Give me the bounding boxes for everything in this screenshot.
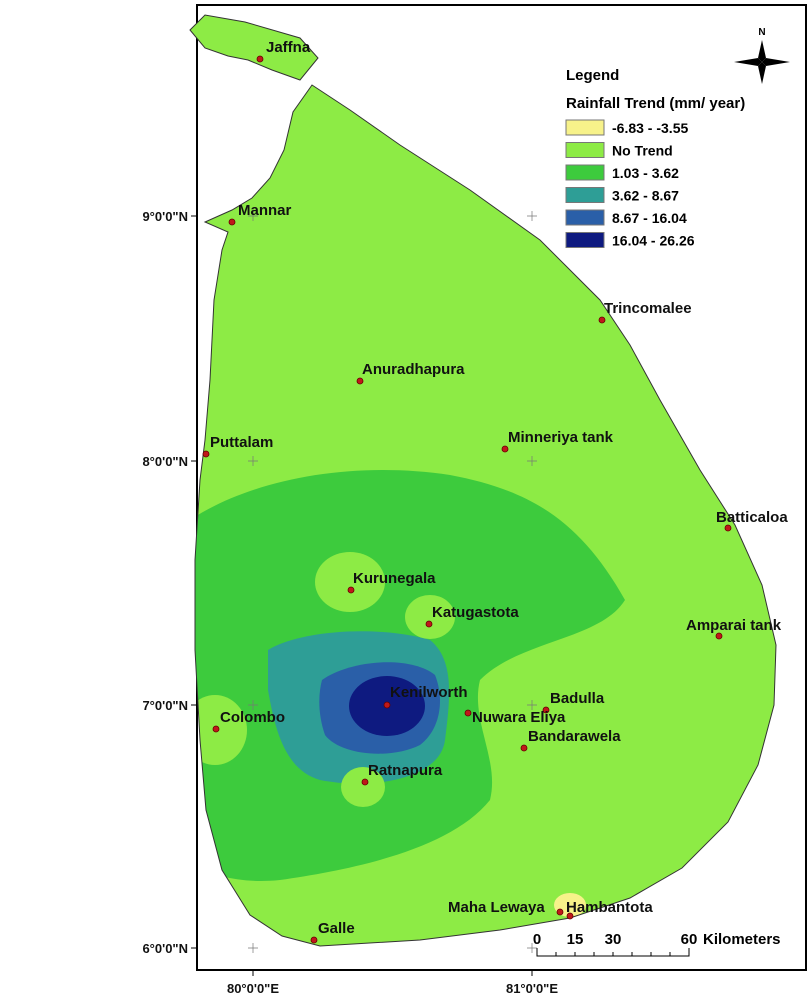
cities: Jaffna Mannar Trincomalee Anuradhapura Putta… xyxy=(202,39,788,944)
city-marker xyxy=(715,632,723,640)
city-label: Anuradhapura xyxy=(362,361,465,378)
city-label: Katugastota xyxy=(432,604,519,621)
city-label: Minneriya tank xyxy=(508,429,614,446)
lon-label: 80°0'0"E xyxy=(227,981,279,996)
graticule-cross xyxy=(248,211,258,221)
legend-title: Legend xyxy=(566,67,619,84)
city-marker xyxy=(347,586,355,594)
graticule-cross xyxy=(248,456,258,466)
legend-label: 8.67 - 16.04 xyxy=(612,210,687,226)
legend: -6.83 - -3.55 No Trend 1.03 - 3.62 3.62 - 8… xyxy=(565,119,695,249)
city-marker xyxy=(598,316,606,324)
legend-swatch xyxy=(565,142,605,158)
city-label: Batticaloa xyxy=(716,509,788,526)
lat-label: 9°0'0"N xyxy=(142,209,188,224)
no-trend-ratnapura xyxy=(341,767,385,807)
city-marker xyxy=(361,778,369,786)
city-marker xyxy=(383,701,391,709)
legend-swatch xyxy=(565,187,605,203)
city-label: Puttalam xyxy=(210,434,273,451)
legend-subtitle: Rainfall Trend (mm/ year) xyxy=(566,95,745,112)
city-label: Jaffna xyxy=(266,39,311,56)
legend-swatch xyxy=(565,119,605,136)
city-marker xyxy=(566,912,574,920)
legend-swatch xyxy=(565,209,605,226)
city-marker xyxy=(501,445,509,453)
legend-label: No Trend xyxy=(612,143,673,159)
city-label: Nuwara Eliya xyxy=(472,709,566,726)
city-label: Badulla xyxy=(550,690,605,707)
lat-label: 8°0'0"N xyxy=(142,454,188,469)
scale-tick-label: 15 xyxy=(567,931,584,948)
legend-label: 1.03 - 3.62 xyxy=(612,165,679,181)
graticule-cross xyxy=(527,700,537,710)
north-label: N xyxy=(758,27,765,38)
lat-label: 7°0'0"N xyxy=(142,698,188,713)
city-marker xyxy=(464,709,472,717)
graticule-cross xyxy=(527,211,537,221)
legend-swatch xyxy=(565,164,605,181)
graticule-cross xyxy=(527,943,537,953)
city-marker xyxy=(256,55,264,63)
city-label: Colombo xyxy=(220,709,285,726)
north-arrow-icon: N xyxy=(734,27,790,84)
city-marker xyxy=(212,725,220,733)
city-label: Ratnapura xyxy=(368,762,443,779)
city-label: Galle xyxy=(318,920,355,937)
scale-tick-label: 60 xyxy=(681,931,698,948)
no-trend-katugastota xyxy=(405,595,455,639)
city-marker xyxy=(542,706,550,714)
city-label: Trincomalee xyxy=(604,300,692,317)
city-label: Kenilworth xyxy=(390,684,468,701)
scale-unit: Kilometers xyxy=(703,931,781,948)
legend-label: -6.83 - -3.55 xyxy=(612,120,688,136)
legend-label: 3.62 - 8.67 xyxy=(612,188,679,204)
city-label: Kurunegala xyxy=(353,570,436,587)
graticule-cross xyxy=(527,456,537,466)
city-marker xyxy=(556,908,564,916)
city-label: Amparai tank xyxy=(686,617,782,634)
city-marker xyxy=(356,377,364,385)
city-label: Maha Lewaya xyxy=(448,899,545,916)
city-marker xyxy=(520,744,528,752)
legend-label: 16.04 - 26.26 xyxy=(612,233,695,249)
city-marker xyxy=(228,218,236,226)
lon-label: 81°0'0"E xyxy=(506,981,558,996)
scale-tick-label: 30 xyxy=(605,931,622,948)
scale-bar: 0 15 30 60 Kilometers xyxy=(533,931,781,957)
city-marker xyxy=(202,450,210,458)
city-label: Mannar xyxy=(238,202,292,219)
graticule-cross xyxy=(248,700,258,710)
city-label: Hambantota xyxy=(566,899,653,916)
city-marker xyxy=(425,620,433,628)
lat-label: 6°0'0"N xyxy=(142,941,188,956)
city-label: Bandarawela xyxy=(528,728,621,745)
graticule-cross xyxy=(248,943,258,953)
city-marker xyxy=(310,936,318,944)
graticule: 9°0'0"N 8°0'0"N 7°0'0"N 6°0'0"N 80°0'0"E 81°0… xyxy=(142,209,558,996)
city-marker xyxy=(724,524,732,532)
legend-swatch xyxy=(565,232,605,248)
no-trend-kurunegala xyxy=(315,552,385,612)
scale-tick-label: 0 xyxy=(533,931,541,948)
